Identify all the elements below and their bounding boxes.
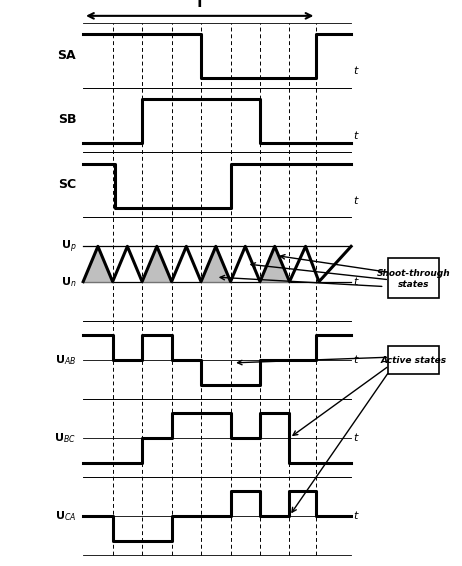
FancyBboxPatch shape [388, 258, 439, 298]
Text: t: t [353, 355, 358, 365]
FancyBboxPatch shape [388, 346, 439, 375]
Text: U$_{AB}$: U$_{AB}$ [55, 353, 76, 367]
Text: Shoot-through: Shoot-through [377, 269, 450, 278]
Text: states: states [398, 280, 429, 289]
Text: SB: SB [58, 113, 76, 126]
Text: U$_{BC}$: U$_{BC}$ [55, 431, 76, 445]
Text: t: t [353, 511, 358, 521]
Text: SA: SA [58, 49, 76, 62]
Text: Active states: Active states [380, 355, 447, 365]
Text: t: t [353, 277, 358, 286]
Text: U$_p$: U$_p$ [61, 238, 76, 255]
Text: U$_n$: U$_n$ [61, 275, 76, 289]
Text: t: t [353, 66, 358, 76]
Text: SC: SC [58, 178, 76, 191]
Text: U$_{CA}$: U$_{CA}$ [55, 509, 76, 522]
Text: t: t [353, 196, 358, 206]
Text: T: T [195, 0, 205, 10]
Text: t: t [353, 433, 358, 443]
Text: t: t [353, 131, 358, 141]
